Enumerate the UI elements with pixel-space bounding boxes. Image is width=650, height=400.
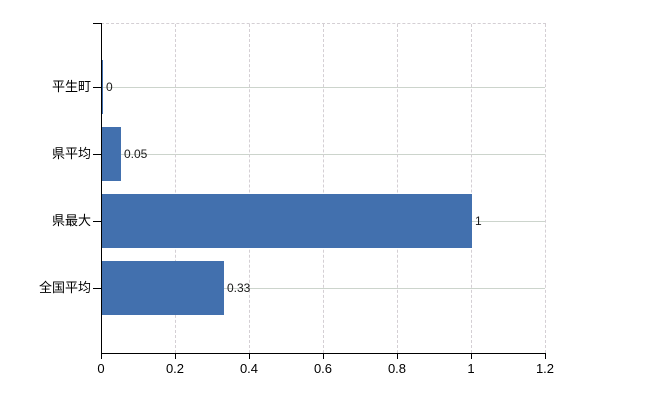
bar (102, 127, 121, 181)
category-label: 県最大 (51, 213, 91, 228)
y-axis-tick (93, 23, 101, 24)
x-axis-tick (101, 354, 102, 359)
y-axis-tick (93, 288, 101, 289)
category-label: 平生町 (51, 79, 91, 94)
y-axis-tick (93, 221, 101, 222)
x-tick-label: 0.2 (165, 361, 185, 376)
x-axis-tick (397, 354, 398, 359)
bar-value-label: 0.33 (227, 281, 251, 295)
x-axis-tick (323, 354, 324, 359)
x-tick-label: 0 (97, 361, 105, 376)
v-gridline (249, 24, 250, 353)
v-gridline (175, 24, 176, 353)
bar-value-label: 0 (106, 80, 113, 94)
bar (102, 194, 472, 248)
x-axis-line (101, 353, 546, 354)
v-gridline (471, 24, 472, 353)
x-axis-tick (545, 354, 546, 359)
x-axis-tick (249, 354, 250, 359)
y-axis-tick (93, 87, 101, 88)
v-gridline (323, 24, 324, 353)
y-axis-line (101, 23, 102, 353)
x-tick-label: 1.2 (535, 361, 555, 376)
plot-top-border (101, 23, 546, 24)
v-gridline (397, 24, 398, 353)
x-tick-label: 0.4 (239, 361, 259, 376)
bar-value-label: 1 (475, 214, 482, 228)
bar-value-label: 0.05 (124, 147, 148, 161)
y-axis-tick (93, 154, 101, 155)
x-tick-label: 0.6 (313, 361, 333, 376)
x-tick-label: 0.8 (387, 361, 407, 376)
x-axis-tick (175, 354, 176, 359)
bar (102, 261, 224, 315)
bar (102, 60, 103, 114)
category-label: 全国平均 (38, 280, 91, 295)
v-gridline (545, 24, 546, 353)
x-axis-tick (471, 354, 472, 359)
x-tick-label: 1 (467, 361, 475, 376)
category-label: 県平均 (51, 146, 91, 161)
